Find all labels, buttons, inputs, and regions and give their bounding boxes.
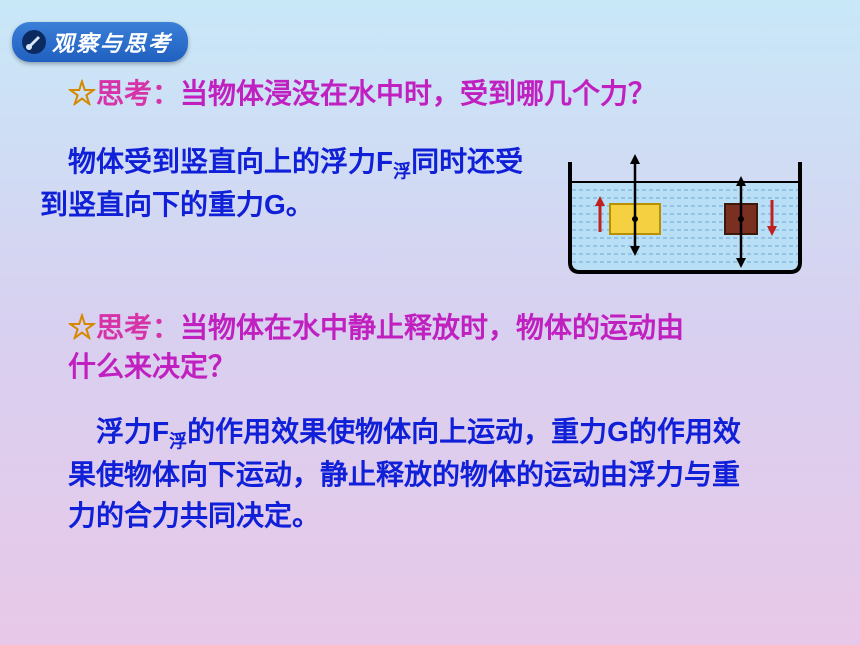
star-icon-2: ☆: [68, 312, 96, 343]
a2-sub: 浮: [169, 432, 187, 452]
q2-text-2: 什么来决定？: [68, 351, 236, 382]
think-label-2: 思考：: [96, 312, 180, 343]
star-icon: ☆: [68, 78, 96, 109]
q2-text-1: 当物体在水中静止释放时，物体的运动由: [180, 312, 684, 343]
think-label-1: 思考：: [96, 78, 180, 109]
question-1: ☆思考：当物体浸没在水中时，受到哪几个力？: [68, 72, 820, 112]
slide-content: ☆思考：当物体浸没在水中时，受到哪几个力？ 物体受到竖直向上的浮力F浮同时还受到…: [40, 72, 820, 536]
answer-1: 物体受到竖直向上的浮力F浮同时还受到竖直向下的重力G。: [40, 142, 540, 224]
buoyancy-diagram: [550, 142, 820, 282]
a2-p1: 浮力F: [68, 416, 169, 447]
badge-label: 观察与思考: [52, 26, 172, 58]
q1-text: 当物体浸没在水中时，受到哪几个力？: [180, 78, 656, 109]
question-2: ☆思考：当物体在水中静止释放时，物体的运动由什么来决定？: [68, 308, 820, 386]
answer-1-row: 物体受到竖直向上的浮力F浮同时还受到竖直向下的重力G。: [40, 142, 820, 282]
telescope-icon: [20, 28, 48, 56]
a1-p1: 物体受到竖直向上的浮力F: [40, 146, 393, 177]
observe-think-badge: 观察与思考: [12, 22, 188, 62]
a1-sub: 浮: [393, 162, 411, 182]
answer-2: 浮力F浮的作用效果使物体向上运动，重力G的作用效果使物体向下运动，静止释放的物体…: [68, 412, 820, 536]
